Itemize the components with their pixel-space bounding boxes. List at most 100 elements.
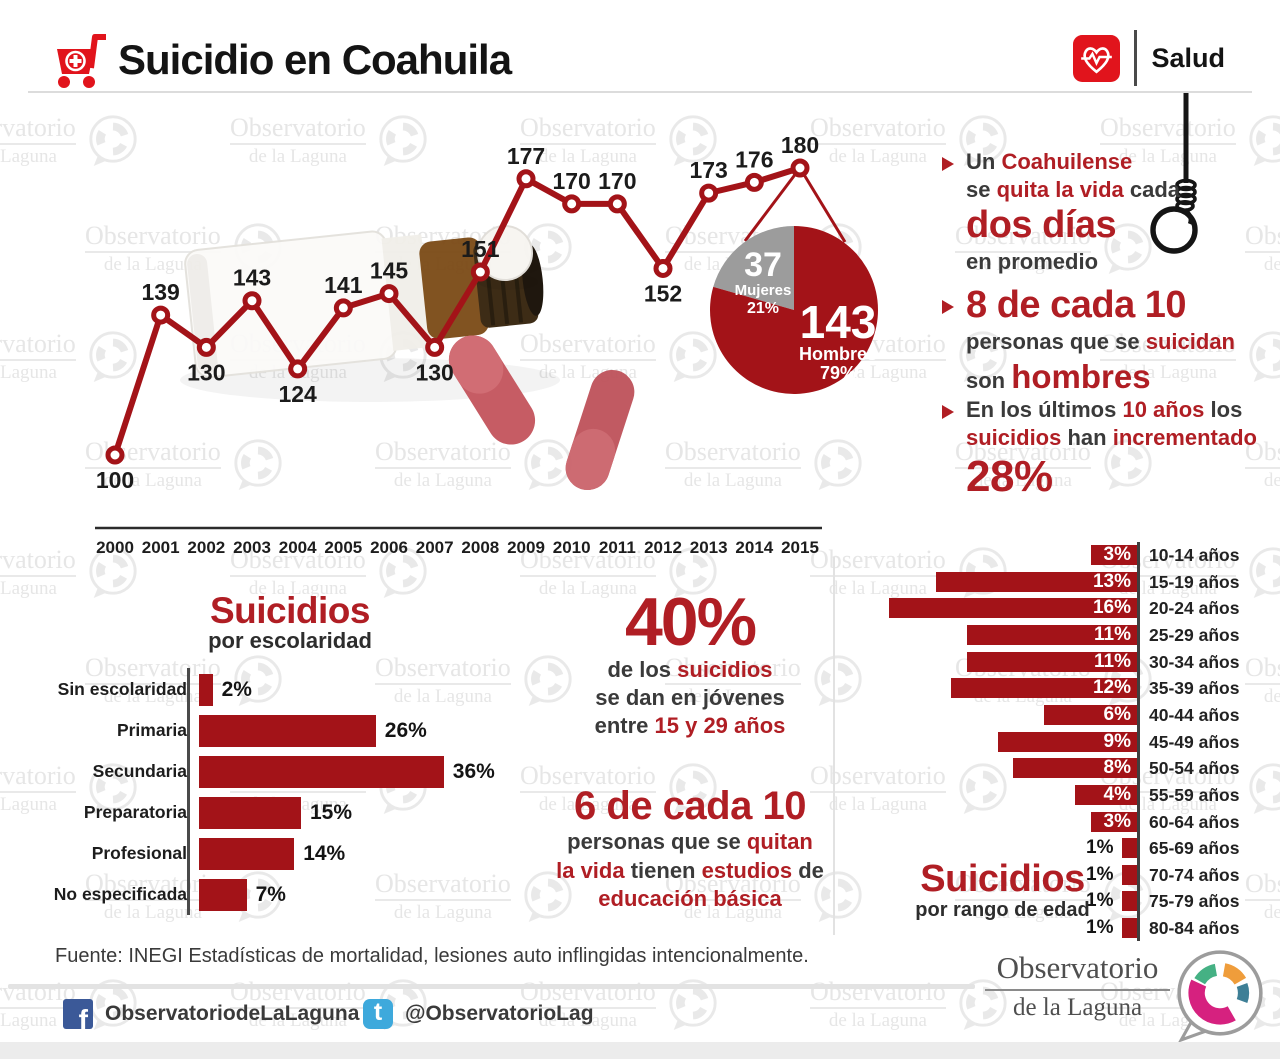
- facebook-icon[interactable]: f: [63, 999, 93, 1029]
- watermark-bubble-icon: [234, 223, 282, 275]
- rich-text-line: 28%: [966, 452, 1053, 502]
- edad-bar: [1121, 864, 1137, 885]
- medical-cart-icon: [57, 34, 106, 88]
- svg-text:79%: 79%: [820, 363, 856, 383]
- svg-text:151: 151: [461, 236, 500, 262]
- svg-text:100: 100: [96, 467, 134, 493]
- fact-increase: En los últimos 10 años los suicidios han …: [942, 396, 1266, 503]
- escolaridad-row: Primaria 26%: [42, 710, 495, 751]
- section-divider: [833, 557, 835, 935]
- svg-text:130: 130: [187, 359, 225, 385]
- svg-text:2012: 2012: [644, 538, 682, 557]
- watermark-bubble-icon: [669, 331, 717, 383]
- watermark-bubble-icon: [524, 223, 572, 275]
- rich-text-line: Un Coahuilense: [966, 149, 1133, 174]
- rich-text-line: son hombres: [966, 357, 1151, 395]
- edad-bar: [1121, 918, 1137, 939]
- svg-text:170: 170: [552, 168, 590, 194]
- edad-row: 1% 80-84 años: [1086, 917, 1240, 939]
- rich-text-line: En los últimos 10 años los: [966, 397, 1243, 422]
- watermark-bubble-icon: [89, 331, 137, 383]
- edad-bar: [1013, 758, 1137, 779]
- svg-text:2008: 2008: [461, 538, 499, 557]
- twitter-icon[interactable]: t: [363, 998, 393, 1029]
- rich-text-line: 6 de cada 10: [574, 784, 806, 829]
- svg-text:141: 141: [324, 272, 363, 298]
- rich-text-line: de los suicidios: [607, 657, 773, 682]
- svg-text:2005: 2005: [324, 538, 362, 557]
- twitter-link[interactable]: t @ObservatorioLag: [363, 998, 594, 1029]
- page-title: Suicidio en Coahuila: [118, 36, 512, 83]
- rich-text-line: personas que se suicidan: [966, 328, 1235, 354]
- escolaridad-bar: [199, 837, 295, 870]
- escolaridad-row: Preparatoria 15%: [42, 792, 495, 833]
- edad-bar: [1044, 704, 1137, 725]
- facebook-link[interactable]: f ObservatoriodeLaLaguna: [63, 999, 359, 1029]
- footer-divider: [8, 984, 975, 989]
- rich-text-line: se dan en jóvenes: [595, 685, 785, 711]
- watermark-bubble-icon: [379, 115, 427, 167]
- svg-text:37: 37: [744, 246, 782, 284]
- twitter-handle[interactable]: @ObservatorioLag: [405, 1002, 594, 1025]
- rich-text-line: educación básica: [598, 885, 782, 911]
- svg-text:2007: 2007: [416, 538, 454, 557]
- bullet-triangle-icon: [942, 300, 954, 314]
- svg-text:2015: 2015: [781, 538, 819, 557]
- svg-text:21%: 21%: [747, 300, 779, 317]
- pill-bottle-image: [180, 225, 635, 491]
- bullet-triangle-icon: [942, 157, 954, 171]
- watermark-bubble-icon: [814, 223, 862, 275]
- svg-text:2000: 2000: [96, 538, 134, 557]
- edad-row: 11% 30-34 años: [860, 649, 1280, 675]
- escolaridad-bar-chart: Suicidios por escolaridad Sin escolarida…: [40, 592, 540, 928]
- edad-row: 1% 65-69 años: [1086, 837, 1240, 859]
- watermark: Observatoriode la Laguna: [0, 112, 140, 168]
- capsule-image: [565, 369, 635, 491]
- escolaridad-chart-subtitle: por escolaridad: [208, 628, 372, 653]
- escolaridad-row: Sin escolaridad 2%: [42, 669, 495, 710]
- svg-text:2013: 2013: [690, 538, 728, 557]
- rich-text-line: 40%: [624, 584, 757, 660]
- rich-text-line: dos días: [966, 204, 1117, 247]
- watermark-bubble-icon: [379, 331, 427, 383]
- capsule-image: [448, 335, 536, 445]
- svg-text:143: 143: [233, 265, 271, 291]
- svg-text:170: 170: [598, 168, 636, 194]
- edad-bar: [1090, 811, 1137, 832]
- svg-text:2011: 2011: [599, 538, 636, 557]
- svg-text:176: 176: [735, 146, 773, 172]
- svg-text:143: 143: [800, 296, 877, 348]
- svg-text:2010: 2010: [553, 538, 591, 557]
- rich-text-line: suicidios han incrementado: [966, 425, 1257, 451]
- rich-text-line: 8 de cada 10: [966, 284, 1187, 326]
- edad-row: 4% 55-59 años: [860, 782, 1280, 808]
- facebook-handle[interactable]: ObservatoriodeLaLaguna: [105, 1002, 360, 1025]
- escolaridad-bar: [199, 878, 247, 911]
- brand-label: Salud: [1151, 42, 1225, 73]
- watermark-bubble-icon: [524, 439, 572, 491]
- escolaridad-row: No especificada 7%: [42, 874, 495, 915]
- watermark-bubble-icon: [89, 115, 137, 167]
- svg-text:130: 130: [415, 359, 453, 385]
- svg-text:145: 145: [370, 258, 409, 284]
- escolaridad-bar: [199, 796, 301, 829]
- rich-text-line: la vida tienen estudios de: [556, 857, 824, 883]
- edad-row: 16% 20-24 años: [860, 595, 1280, 621]
- edad-bar-chart: 3% 10-14 años 13% 15-19 años 16% 20-24 años 11…: [860, 542, 1280, 942]
- edad-chart-title: Suicidios: [920, 858, 1085, 900]
- svg-text:2002: 2002: [187, 538, 225, 557]
- svg-text:177: 177: [507, 143, 545, 169]
- escolaridad-axis: [187, 668, 190, 915]
- rich-text-line: en promedio: [966, 249, 1099, 274]
- observatorio-bubble-icon: [1177, 950, 1263, 1042]
- rich-text-line: entre 15 y 29 años: [594, 713, 786, 739]
- edad-row: 13% 15-19 años: [860, 569, 1280, 595]
